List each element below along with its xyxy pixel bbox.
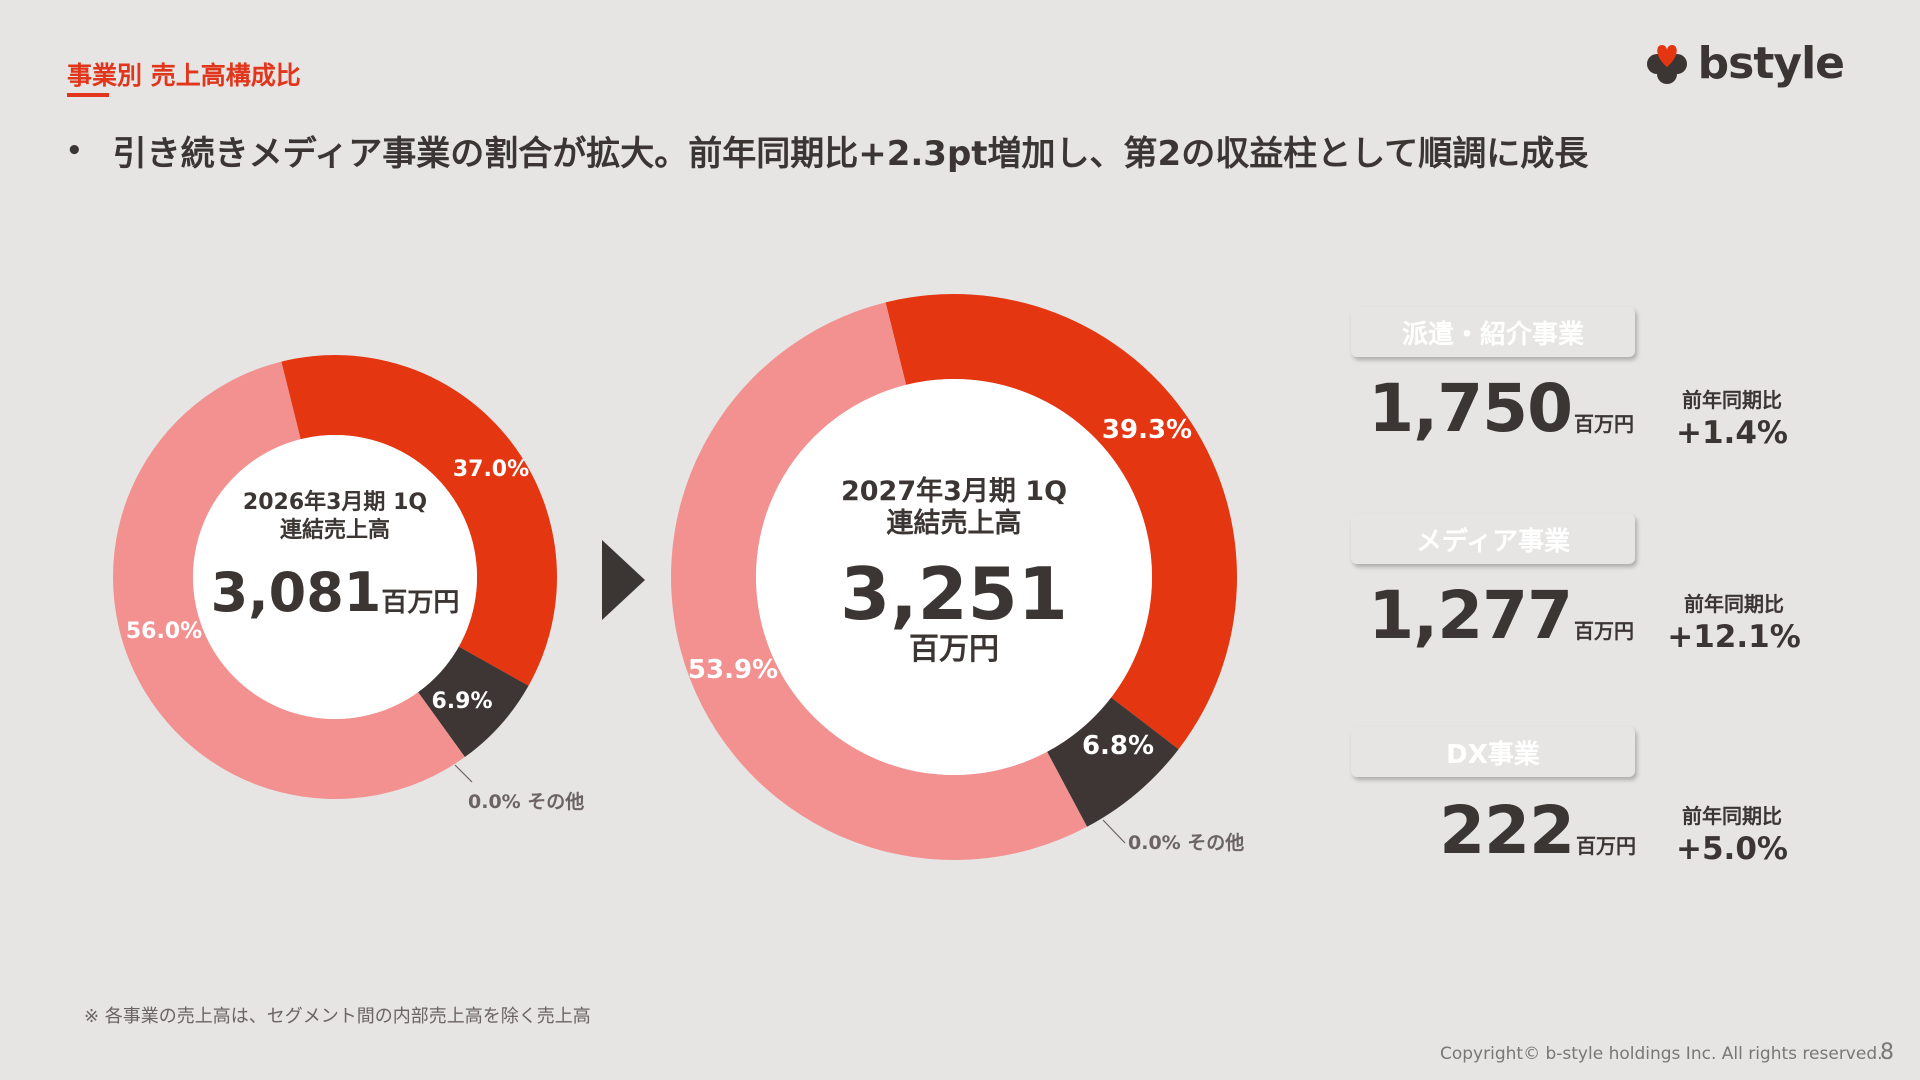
donut-slice-1 — [418, 646, 529, 758]
center-title-period: 2026年3月期 1Q — [243, 489, 427, 515]
yoy-staffing-value: +1.4% — [1676, 415, 1788, 451]
copyright: Copyright© b-style holdings Inc. All rig… — [1440, 1044, 1883, 1064]
value-dx: 222 百万円 — [1336, 792, 1636, 869]
yoy-staffing-label: 前年同期比 — [1682, 388, 1782, 412]
donut-slice-3 — [113, 361, 465, 799]
section-title-underline — [67, 93, 109, 97]
value-dx-unit: 百万円 — [1576, 834, 1636, 858]
other-leader-line — [1102, 819, 1126, 844]
donut-slice-0 — [885, 294, 1237, 750]
slice-label-other: 0.0% その他 — [468, 790, 584, 813]
donut-slice-1 — [1047, 697, 1179, 827]
center-total-unit: 百万円 — [909, 632, 999, 667]
donut-center — [756, 379, 1152, 775]
headline-text: 引き続きメディア事業の割合が拡大。前年同期比+2.3pt増加し、第2の収益柱とし… — [112, 134, 1589, 174]
logo-text: bstyle — [1697, 38, 1845, 89]
center-total-unit: 百万円 — [381, 588, 459, 618]
yoy-dx-value: +5.0% — [1676, 831, 1788, 867]
slice-label-3: 56.0% — [126, 619, 202, 644]
yoy-staffing: 前年同期比 +1.4% — [1662, 384, 1802, 451]
yoy-dx-label: 前年同期比 — [1682, 804, 1782, 828]
badge-staffing-label: 派遣・紹介事業 — [1401, 319, 1584, 350]
badge-staffing: 派遣・紹介事業 — [1351, 307, 1635, 357]
center-title-period: 2027年3月期 1Q — [841, 475, 1067, 507]
section-title: 事業別 売上高構成比 — [67, 61, 301, 90]
donut-slice-3 — [671, 302, 1088, 860]
slice-label-0: 39.3% — [1102, 415, 1192, 445]
center-total-number: 3,251 — [840, 552, 1068, 636]
center-title-label: 連結売上高 — [887, 507, 1022, 539]
yoy-media-label: 前年同期比 — [1684, 592, 1784, 616]
triangle-right-icon — [602, 540, 645, 620]
slice-label-3: 53.9% — [688, 655, 778, 685]
value-media-number: 1,277 — [1368, 577, 1573, 654]
center-total: 3,081百万円 — [211, 561, 460, 624]
company-logo: bstyle — [1642, 38, 1845, 89]
value-staffing-unit: 百万円 — [1574, 412, 1634, 436]
yoy-media-value: +12.1% — [1667, 619, 1801, 655]
page-number: 8 — [1880, 1040, 1894, 1065]
slice-label-1: 6.9% — [431, 689, 492, 714]
value-staffing: 1,750 百万円 — [1334, 370, 1634, 447]
headline: • 引き続きメディア事業の割合が拡大。前年同期比+2.3pt増加し、第2の収益柱… — [66, 126, 1588, 175]
yoy-media: 前年同期比 +12.1% — [1664, 588, 1804, 655]
badge-dx-label: DX事業 — [1446, 739, 1540, 770]
donut-center — [193, 435, 477, 719]
value-media-unit: 百万円 — [1574, 619, 1634, 643]
value-staffing-number: 1,750 — [1368, 370, 1573, 447]
badge-media: メディア事業 — [1351, 514, 1635, 564]
donut-slice-0 — [281, 355, 557, 686]
bullet-point: • — [66, 135, 83, 166]
center-total-number: 3,081 — [211, 561, 382, 624]
badge-dx: DX事業 — [1351, 727, 1635, 777]
yoy-dx: 前年同期比 +5.0% — [1662, 800, 1802, 867]
heart-clover-icon — [1646, 44, 1687, 84]
slice-label-0: 37.0% — [453, 457, 529, 482]
center-title-label: 連結売上高 — [280, 517, 390, 543]
value-media: 1,277 百万円 — [1334, 577, 1634, 654]
value-dx-number: 222 — [1439, 792, 1575, 869]
other-leader-line — [454, 764, 473, 783]
badge-media-label: メディア事業 — [1415, 526, 1571, 557]
footnote: ※ 各事業の売上高は、セグメント間の内部売上高を除く売上高 — [84, 1006, 591, 1027]
slice-label-other: 0.0% その他 — [1128, 831, 1244, 854]
slice-label-1: 6.8% — [1082, 731, 1154, 761]
